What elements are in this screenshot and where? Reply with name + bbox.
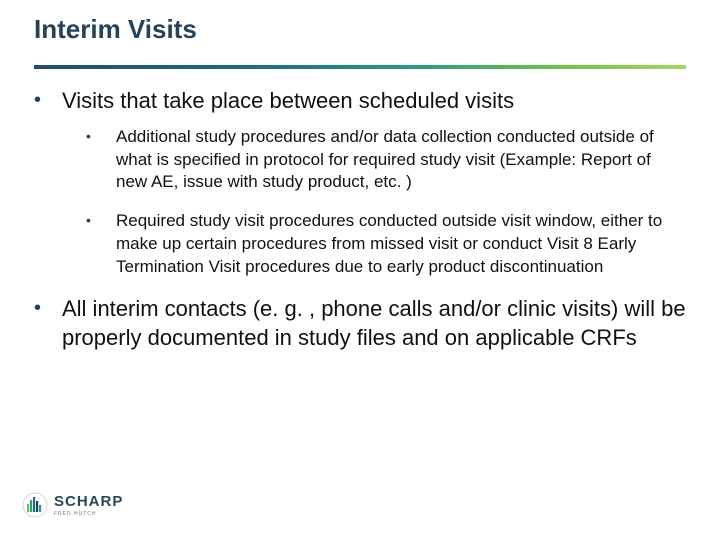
logo: SCHARP FRED HUTCH [22, 492, 123, 518]
slide-title: Interim Visits [34, 14, 686, 51]
list-item: Visits that take place between scheduled… [34, 87, 686, 279]
bullet-text: Required study visit procedures conducte… [116, 210, 686, 279]
logo-subtext: FRED HUTCH [54, 511, 123, 517]
list-item: Required study visit procedures conducte… [86, 210, 686, 279]
slide-container: Interim Visits Visits that take place be… [0, 0, 720, 540]
bullet-text: Visits that take place between scheduled… [62, 87, 686, 116]
logo-text: SCHARP [54, 493, 123, 510]
bullet-list-level2: Additional study procedures and/or data … [62, 126, 686, 280]
bullet-text: Additional study procedures and/or data … [116, 126, 686, 195]
list-item: Additional study procedures and/or data … [86, 126, 686, 195]
bullet-list-level1: Visits that take place between scheduled… [34, 87, 686, 352]
title-underline [34, 65, 686, 69]
logo-text-block: SCHARP FRED HUTCH [54, 493, 123, 517]
logo-icon [22, 492, 48, 518]
list-item: All interim contacts (e. g. , phone call… [34, 295, 686, 352]
bullet-text: All interim contacts (e. g. , phone call… [62, 295, 686, 352]
